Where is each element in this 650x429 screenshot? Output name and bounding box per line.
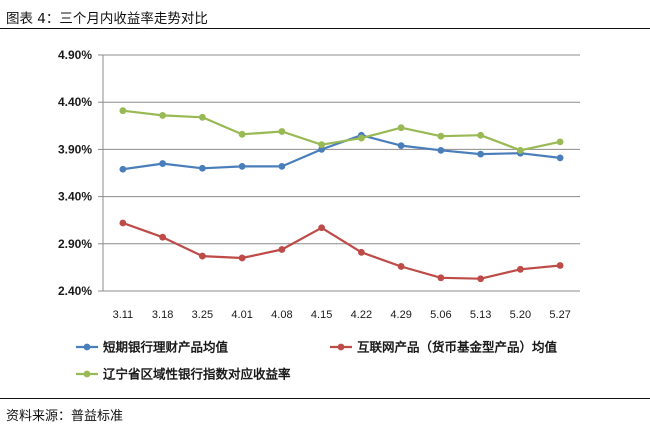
x-tick-label: 3.18 — [152, 309, 173, 321]
data-point — [198, 164, 206, 172]
series-line-3 — [122, 109, 561, 152]
x-tick-label: 5.27 — [549, 309, 570, 321]
data-point — [238, 254, 246, 262]
y-tick-label: 4.90% — [58, 48, 92, 62]
x-tick-label: 4.22 — [351, 309, 372, 321]
y-tick-label: 4.40% — [58, 95, 92, 109]
data-point — [278, 246, 286, 253]
data-point — [198, 252, 206, 260]
data-point — [516, 146, 524, 154]
legend: 短期银行理财产品均值 互联网产品（货币基金型产品）均值辽宁省区域性银行指数对应收益… — [76, 340, 558, 382]
legend-label: 短期银行理财产品均值 — [103, 340, 229, 355]
data-point — [318, 141, 326, 149]
data-point — [397, 263, 405, 270]
series-line-2 — [122, 221, 561, 280]
data-point — [437, 146, 445, 154]
data-point — [159, 233, 167, 241]
data-point — [238, 162, 246, 170]
legend-label: 互联网产品（货币基金型产品）均值 — [357, 340, 558, 355]
x-tick-label: 5.13 — [470, 309, 491, 321]
x-axis-ticks: 3.11 3.18 3.25 4.01 4.08 4.15 4.22 4.29 5.06 5.13… — [113, 309, 571, 321]
data-point — [119, 107, 127, 115]
data-point — [516, 265, 524, 273]
series-lines — [119, 107, 564, 283]
data-point — [198, 113, 206, 121]
data-point — [556, 138, 564, 146]
x-tick-label: 4.15 — [311, 309, 332, 321]
x-tick-label: 3.11 — [113, 309, 134, 321]
data-point — [278, 128, 286, 135]
x-tick-label: 3.25 — [192, 309, 213, 321]
gridlines — [103, 54, 580, 292]
bottom-rule — [0, 398, 650, 399]
data-point — [119, 165, 127, 173]
data-point — [397, 124, 405, 132]
x-tick-label: 4.29 — [390, 309, 411, 321]
legend-label: 辽宁省区域性银行指数对应收益率 — [103, 367, 291, 382]
y-tick-label: 3.90% — [58, 142, 92, 156]
data-point — [238, 130, 246, 138]
legend-swatch-marker — [337, 343, 345, 351]
data-point — [477, 150, 485, 158]
data-point — [318, 224, 326, 232]
data-point — [437, 132, 445, 140]
y-tick-label: 3.40% — [58, 190, 92, 204]
legend-swatch-marker — [83, 370, 91, 378]
data-point — [477, 275, 485, 283]
data-point — [159, 160, 167, 167]
data-point — [278, 162, 286, 170]
data-point — [357, 248, 365, 256]
y-tick-label: 2.40% — [58, 284, 92, 298]
data-point — [477, 131, 485, 139]
data-point — [556, 154, 564, 162]
figure-title: 图表 4：三个月内收益率走势对比 — [6, 11, 208, 27]
y-tick-label: 2.90% — [58, 237, 92, 251]
data-point — [357, 134, 365, 142]
x-tick-label: 5.20 — [510, 309, 531, 321]
data-point — [318, 146, 326, 153]
data-point — [556, 262, 564, 269]
legend-swatch-marker — [83, 343, 91, 351]
data-point — [397, 142, 405, 150]
x-tick-label: 4.01 — [231, 309, 252, 321]
data-point — [437, 274, 445, 282]
top-rule — [0, 28, 650, 29]
axes — [98, 54, 104, 292]
data-point — [119, 219, 127, 227]
x-tick-label: 4.08 — [271, 309, 292, 321]
y-axis-ticks: 2.40% 2.90% 3.40% 3.90% 4.40% 4.90% — [58, 48, 92, 298]
data-point — [159, 112, 167, 119]
x-tick-label: 5.06 — [430, 309, 451, 321]
source-note: 资料来源：普益标准 — [6, 409, 124, 424]
